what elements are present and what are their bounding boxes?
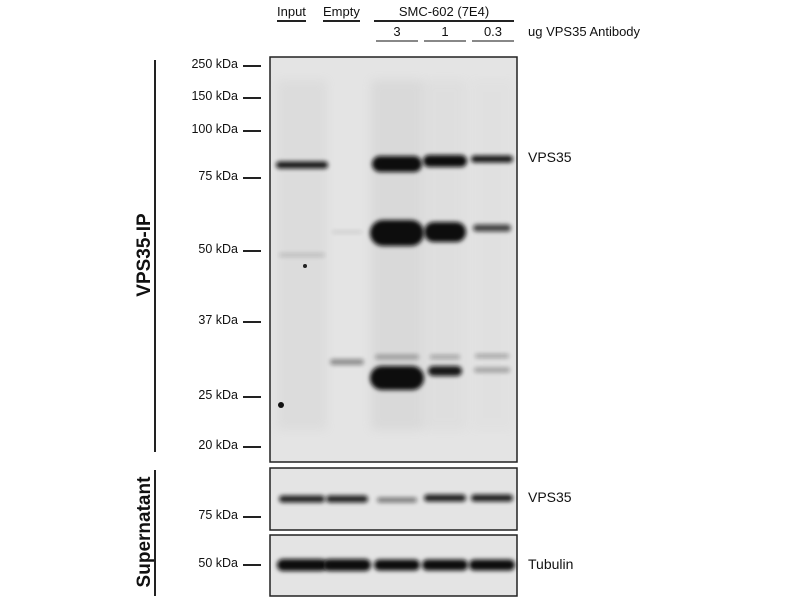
marker-75-kda: 75 kDa [198,169,238,183]
amount-1: 1 [424,24,466,42]
band [471,155,513,163]
band [332,230,362,234]
marker-25-kda: 25 kDa [198,388,238,402]
band [374,559,420,571]
band [323,559,371,571]
lane-label-input: Input [277,4,306,22]
marker-150-kda: 150 kDa [191,89,238,103]
band [372,156,422,172]
marker-tick [243,564,261,566]
artifact-dot [303,264,307,268]
band [469,559,515,571]
marker-50-kda-tubulin: 50 kDa [198,556,238,570]
marker-tick [243,516,261,518]
lane-label-smc602: SMC-602 (7E4) [374,4,514,22]
band [330,359,364,365]
amount-0-3: 0.3 [472,24,514,42]
marker-37-kda: 37 kDa [198,313,238,327]
marker-250-kda: 250 kDa [191,57,238,71]
marker-tick [243,321,261,323]
marker-tick [243,65,261,67]
marker-tick [243,130,261,132]
marker-tick [243,177,261,179]
amount-3: 3 [376,24,418,42]
lane-smear [424,80,466,430]
marker-20-kda: 20 kDa [198,438,238,452]
band [279,253,325,257]
artifact-dot [278,402,284,408]
lane-label-empty: Empty [323,4,360,22]
band [424,494,466,502]
band [422,559,468,571]
band [473,224,511,232]
marker-50-kda: 50 kDa [198,242,238,256]
band [475,354,509,358]
marker-tick [243,446,261,448]
marker-tick [243,97,261,99]
ip-bracket [154,60,156,452]
band [471,494,513,502]
band-label-vps35-supernatant: VPS35 [528,489,572,505]
band [428,366,462,376]
band [276,161,328,169]
band [423,155,467,167]
band [370,366,424,390]
band [377,497,417,503]
marker-100-kda: 100 kDa [191,122,238,136]
marker-tick [243,250,261,252]
band [430,355,460,359]
marker-75-kda-supernatant: 75 kDa [198,508,238,522]
band [424,222,466,242]
band [277,559,327,571]
supernatant-bracket [154,470,156,596]
marker-tick [243,396,261,398]
band [375,354,419,360]
band [370,220,424,246]
lane-smear [471,80,513,430]
band [326,495,368,503]
band-label-tubulin: Tubulin [528,556,574,572]
band [474,367,510,373]
amount-unit-label: ug VPS35 Antibody [528,24,641,39]
band [279,495,325,503]
band-label-vps35-ip: VPS35 [528,149,572,165]
